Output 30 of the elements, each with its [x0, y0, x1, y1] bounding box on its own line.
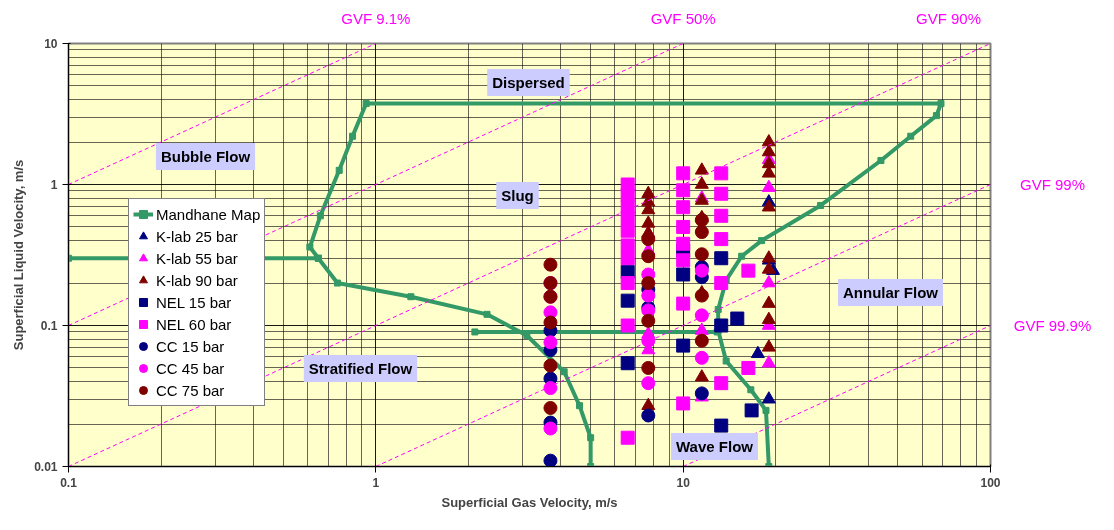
- legend-label: K-lab 90 bar: [156, 271, 238, 289]
- y-tick-label: 1: [50, 178, 58, 192]
- annotation: Slug: [501, 187, 534, 204]
- legend-label: CC 75 bar: [156, 381, 225, 399]
- legend-label: K-lab 25 bar: [156, 227, 238, 245]
- annotation: Wave Flow: [676, 438, 754, 455]
- annotation: GVF 50%: [650, 9, 716, 27]
- annotation: Stratified Flow: [308, 360, 413, 377]
- annotation: GVF 99%: [1019, 176, 1086, 193]
- annotation: GVF 9.1%: [341, 9, 411, 27]
- annotation: Annular Flow: [843, 284, 939, 301]
- legend-label: CC 15 bar: [156, 337, 225, 355]
- x-axis-title: Superficial Gas Velocity, m/s: [441, 494, 618, 510]
- legend-label: K-lab 55 bar: [156, 249, 238, 267]
- x-tick-label: 10: [676, 475, 691, 490]
- y-axis-title: Superficial Liquid Velocity, m/s: [11, 159, 27, 351]
- annotation: Bubble Flow: [160, 148, 251, 165]
- annotation: GVF 90%: [915, 9, 982, 27]
- x-tick-label: 100: [980, 475, 1001, 490]
- annotation: Dispersed: [492, 74, 565, 91]
- y-tick-label: 0.1: [40, 319, 58, 333]
- y-tick-label: 10: [44, 37, 58, 51]
- legend-label: Mandhane Map: [156, 205, 261, 223]
- legend-label: NEL 60 bar: [156, 315, 232, 333]
- annotation: GVF 99.9%: [1013, 317, 1092, 334]
- legend-label: NEL 15 bar: [156, 293, 232, 311]
- y-tick-label: 0.01: [34, 460, 58, 474]
- x-tick-label: 0.1: [60, 475, 78, 490]
- x-tick-label: 1: [372, 475, 380, 490]
- legend-label: CC 45 bar: [156, 359, 225, 377]
